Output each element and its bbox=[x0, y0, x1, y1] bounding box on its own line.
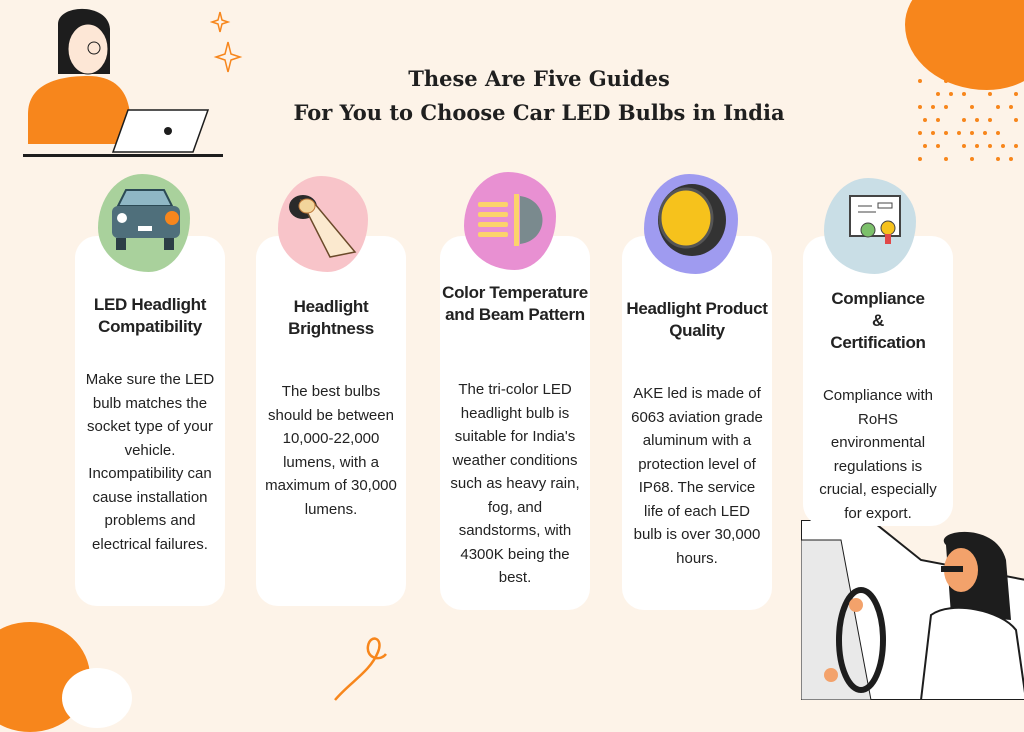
card-title: Color Temperature and Beam Pattern bbox=[440, 282, 590, 326]
guide-card-color-temperature: Color Temperature and Beam Pattern The t… bbox=[440, 236, 590, 610]
card-title-text: Compliance & Certification bbox=[828, 288, 928, 354]
card-body: The tri-color LED headlight bulb is suit… bbox=[448, 378, 582, 590]
guide-card-quality: Headlight Product Quality AKE led is mad… bbox=[622, 236, 772, 610]
decor-dot bbox=[957, 131, 961, 135]
decor-dot bbox=[918, 157, 922, 161]
decor-dot bbox=[970, 157, 974, 161]
decor-dot bbox=[996, 131, 1000, 135]
certificate-icon bbox=[846, 192, 906, 252]
car-headlight-icon bbox=[106, 186, 186, 256]
decor-dot bbox=[936, 144, 940, 148]
title-line-2: For You to Choose Car LED Bulbs in India bbox=[0, 96, 1024, 130]
decor-dot bbox=[988, 144, 992, 148]
decor-dot bbox=[1001, 144, 1005, 148]
card-body: The best bulbs should be between 10,000-… bbox=[264, 380, 398, 521]
page-title: These Are Five Guides For You to Choose … bbox=[0, 62, 1024, 130]
decor-dot bbox=[996, 157, 1000, 161]
low-beam-icon bbox=[474, 190, 554, 250]
white-blob-bottom-left bbox=[62, 668, 132, 728]
guide-card-brightness: Headlight Brightness The best bulbs shou… bbox=[256, 236, 406, 606]
card-title: LED Headlight Compatibility bbox=[75, 294, 225, 338]
card-title: Headlight Brightness bbox=[256, 296, 406, 340]
decor-dot bbox=[970, 131, 974, 135]
decor-dot bbox=[962, 144, 966, 148]
decor-dot bbox=[918, 131, 922, 135]
flashlight-beam-icon bbox=[285, 192, 365, 262]
decor-dot bbox=[983, 131, 987, 135]
card-title: Compliance & Certification bbox=[803, 288, 953, 354]
decor-dot bbox=[944, 157, 948, 161]
decor-dot bbox=[1009, 157, 1013, 161]
card-body: AKE led is made of 6063 aviation grade a… bbox=[630, 382, 764, 570]
title-line-1: These Are Five Guides bbox=[0, 62, 1024, 96]
guide-card-compliance: Compliance & Certification Compliance wi… bbox=[803, 236, 953, 526]
squiggle-line bbox=[330, 632, 390, 702]
card-title: Headlight Product Quality bbox=[622, 298, 772, 342]
decor-dot bbox=[923, 144, 927, 148]
guide-card-compatibility: LED Headlight Compatibility Make sure th… bbox=[75, 236, 225, 606]
decor-dot bbox=[975, 144, 979, 148]
card-body: Make sure the LED bulb matches the socke… bbox=[83, 368, 217, 556]
decor-dot bbox=[944, 131, 948, 135]
woman-driving-illustration bbox=[801, 520, 1024, 700]
card-body: Compliance with RoHS environmental regul… bbox=[811, 384, 945, 525]
decor-dot bbox=[931, 131, 935, 135]
decor-dot bbox=[1014, 144, 1018, 148]
headlight-lens-icon bbox=[650, 180, 730, 260]
